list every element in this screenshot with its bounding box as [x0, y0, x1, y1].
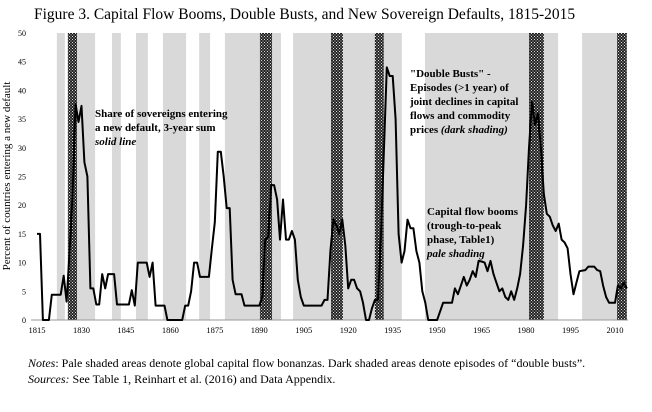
y-tick-label: 30: [18, 144, 26, 153]
y-axis-label: Percent of countries entering a new defa…: [1, 82, 13, 271]
y-tick-label: 10: [18, 259, 26, 268]
x-tick-label: 1995: [562, 325, 579, 335]
annotation-italic: pale shading: [426, 248, 485, 260]
annotation-line: flows and commodity: [410, 110, 511, 122]
annotation-line: (trough-to-peak: [427, 220, 502, 232]
x-tick-label: 1875: [206, 325, 223, 335]
x-tick-label: 1935: [384, 325, 401, 335]
y-tick-label: 15: [18, 230, 26, 239]
pale-shading-band: [56, 33, 65, 320]
x-tick-label: 1950: [429, 325, 446, 335]
dark-shading-band: [617, 33, 627, 320]
dark-shading-band: [331, 33, 343, 320]
annotation-line: Capital flow booms: [427, 206, 519, 218]
pale-shading-band: [342, 33, 375, 320]
pale-shading-band: [224, 33, 260, 320]
sources-line: Sources: See Table 1, Reinhart et al. (2…: [28, 372, 335, 387]
notes-label: Notes: [28, 356, 56, 370]
notes-line: Notes: Pale shaded areas denote global c…: [28, 356, 585, 371]
annotation: Share of sovereigns entering a new defaul…: [94, 108, 228, 148]
pale-shading-band: [383, 33, 402, 320]
annotation: "Double Busts" - Episodes (>1 year) of joi…: [409, 68, 518, 136]
annotation-line: phase, Table1): [427, 234, 495, 246]
y-tick-label: 50: [18, 29, 26, 38]
pale-shading-band: [111, 33, 121, 320]
sources-text: See Table 1, Reinhart et al. (2016) and …: [69, 372, 336, 386]
pale-shading-band: [199, 33, 211, 320]
annotation-italic: solid line: [94, 136, 136, 148]
annotation-line: prices (dark shading): [410, 124, 508, 136]
y-tick-label: 20: [18, 201, 26, 210]
dark-shading-band: [374, 33, 384, 320]
annotation-line: a new default, 3-year sum: [95, 122, 215, 134]
y-tick-label: 5: [22, 287, 26, 296]
x-tick-label: 2010: [606, 325, 623, 335]
annotation-line: "Double Busts" -: [410, 68, 491, 80]
pale-shading-band: [135, 33, 148, 320]
x-tick-label: 1905: [295, 325, 312, 335]
pale-shading-band: [293, 33, 332, 320]
y-tick-label: 45: [18, 58, 26, 67]
x-tick-label: 1965: [473, 325, 490, 335]
y-tick-label: 35: [18, 115, 26, 124]
dark-shading-band: [529, 33, 544, 320]
pale-shading-band: [543, 33, 559, 320]
pale-shading-band: [272, 33, 281, 320]
y-tick-label: 0: [22, 316, 26, 325]
series-line: [37, 66, 628, 321]
pale-shading-band: [582, 33, 618, 320]
x-tick-label: 1920: [340, 325, 357, 335]
x-tick-label: 1815: [29, 325, 46, 335]
annotation-line: Episodes (>1 year) of: [410, 82, 509, 94]
notes-text: : Pale shaded areas denote global capita…: [55, 356, 586, 370]
y-tick-label: 25: [18, 173, 26, 182]
annotation-line: Share of sovereigns entering: [95, 108, 228, 120]
pale-shading-band: [77, 33, 96, 320]
x-tick-label: 1860: [162, 325, 179, 335]
annotation-italic: (dark shading): [441, 124, 508, 136]
y-tick-label: 40: [18, 86, 26, 95]
annotation-line: joint declines in capital: [409, 96, 518, 108]
x-tick-label: 1830: [73, 325, 90, 335]
x-tick-label: 1845: [117, 325, 134, 335]
annotation: Capital flow booms (trough-to-peak phase, …: [426, 206, 519, 260]
pale-shading-band: [162, 33, 187, 320]
sources-label: Sources:: [28, 372, 70, 386]
chart-title: Figure 3. Capital Flow Booms, Double Bus…: [34, 6, 576, 23]
x-tick-label: 1980: [518, 325, 535, 335]
x-tick-label: 1890: [251, 325, 268, 335]
dark-shading-band: [259, 33, 273, 320]
